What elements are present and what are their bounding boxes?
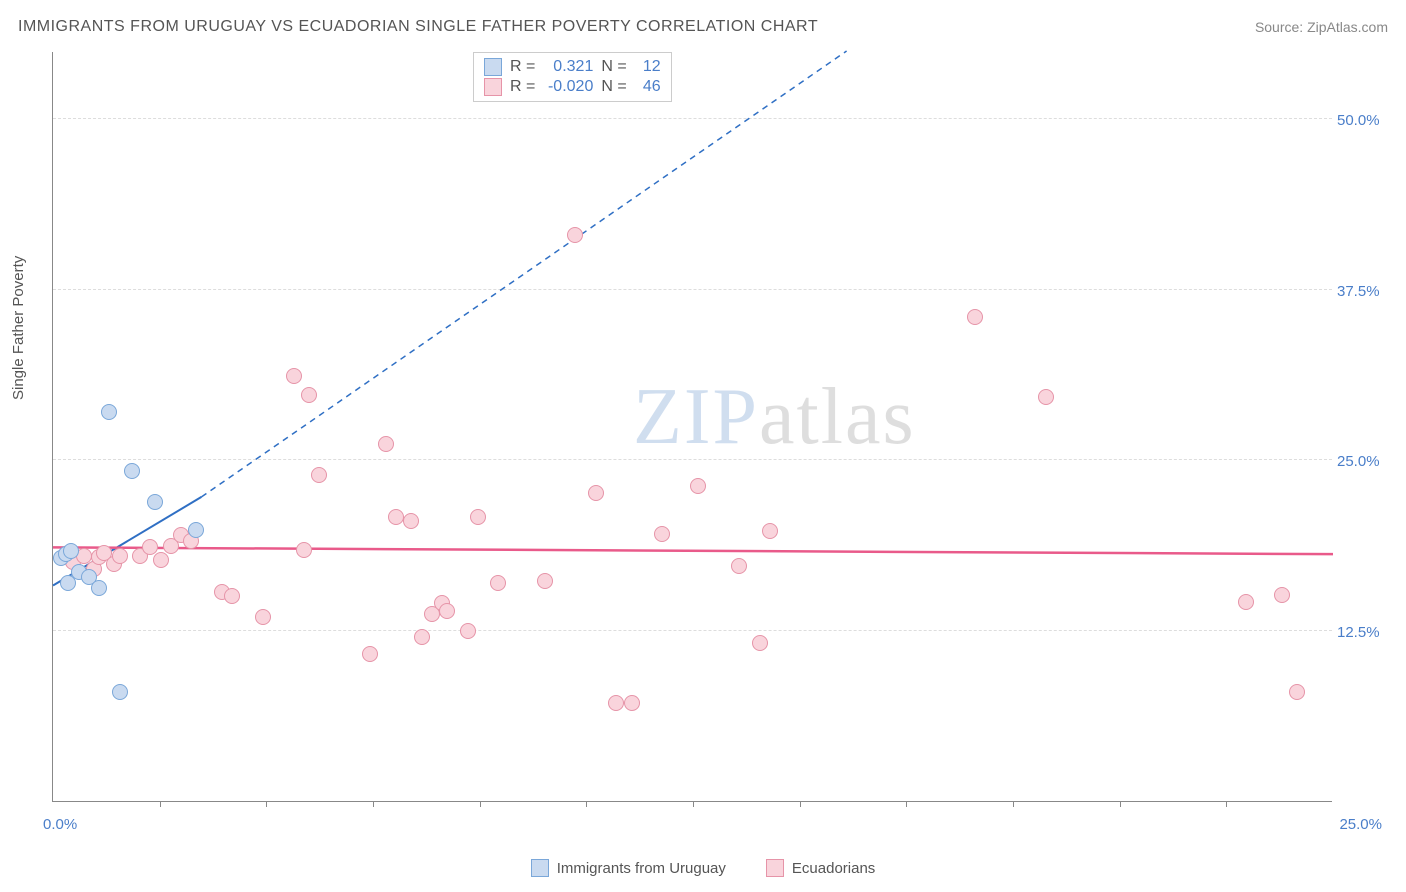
gridline (53, 630, 1332, 631)
scatter-chart: ZIPatlas R =0.321N =12R =-0.020N =46 12.… (52, 52, 1332, 802)
stats-row-uruguay: R = 0.321 N = 12 (484, 57, 661, 77)
gridline (53, 459, 1332, 460)
y-axis-label: Single Father Poverty (10, 256, 27, 400)
data-point-ecuador (752, 635, 768, 651)
data-point-ecuador (296, 542, 312, 558)
data-point-uruguay (63, 543, 79, 559)
n-value: 46 (635, 78, 661, 96)
x-tick-label: 0.0% (43, 816, 77, 833)
data-point-ecuador (731, 558, 747, 574)
x-tick (693, 801, 694, 807)
gridline (53, 289, 1332, 290)
data-point-ecuador (1038, 389, 1054, 405)
n-value: 12 (635, 58, 661, 76)
data-point-uruguay (147, 494, 163, 510)
data-point-uruguay (188, 522, 204, 538)
x-tick (800, 801, 801, 807)
source-label: Source: ZipAtlas.com (1255, 19, 1388, 35)
swatch-ecuador (484, 78, 502, 96)
data-point-ecuador (490, 575, 506, 591)
data-point-ecuador (255, 609, 271, 625)
n-label: N = (601, 58, 626, 76)
x-tick (480, 801, 481, 807)
x-tick (1013, 801, 1014, 807)
bottom-legend: Immigrants from Uruguay Ecuadorians (0, 859, 1406, 877)
data-point-ecuador (112, 548, 128, 564)
legend-item-ecuador: Ecuadorians (766, 859, 875, 877)
r-label: R = (510, 58, 535, 76)
data-point-uruguay (101, 404, 117, 420)
r-value: -0.020 (543, 78, 593, 96)
data-point-ecuador (608, 695, 624, 711)
y-tick-label: 50.0% (1337, 112, 1392, 129)
data-point-ecuador (762, 523, 778, 539)
data-point-ecuador (1289, 684, 1305, 700)
data-point-ecuador (286, 368, 302, 384)
x-tick-label: 25.0% (1339, 816, 1382, 833)
r-label: R = (510, 78, 535, 96)
trend-line-ecuador (53, 547, 1333, 554)
x-tick (906, 801, 907, 807)
data-point-ecuador (153, 552, 169, 568)
x-tick (1120, 801, 1121, 807)
r-value: 0.321 (543, 58, 593, 76)
data-point-ecuador (311, 467, 327, 483)
x-tick (373, 801, 374, 807)
swatch-ecuador (766, 859, 784, 877)
n-label: N = (601, 78, 626, 96)
legend-label: Ecuadorians (792, 860, 875, 877)
data-point-ecuador (460, 623, 476, 639)
y-tick-label: 12.5% (1337, 624, 1392, 641)
data-point-ecuador (378, 436, 394, 452)
swatch-uruguay (531, 859, 549, 877)
chart-header: IMMIGRANTS FROM URUGUAY VS ECUADORIAN SI… (18, 18, 1388, 36)
data-point-ecuador (690, 478, 706, 494)
data-point-ecuador (1274, 587, 1290, 603)
y-tick-label: 25.0% (1337, 453, 1392, 470)
data-point-ecuador (414, 629, 430, 645)
x-tick (160, 801, 161, 807)
data-point-ecuador (624, 695, 640, 711)
legend-item-uruguay: Immigrants from Uruguay (531, 859, 726, 877)
data-point-uruguay (124, 463, 140, 479)
data-point-ecuador (301, 387, 317, 403)
data-point-ecuador (537, 573, 553, 589)
data-point-uruguay (112, 684, 128, 700)
trendlines-layer (53, 51, 1333, 801)
data-point-ecuador (388, 509, 404, 525)
swatch-uruguay (484, 58, 502, 76)
data-point-ecuador (588, 485, 604, 501)
data-point-ecuador (403, 513, 419, 529)
data-point-ecuador (967, 309, 983, 325)
x-tick (586, 801, 587, 807)
gridline (53, 118, 1332, 119)
data-point-ecuador (362, 646, 378, 662)
data-point-ecuador (439, 603, 455, 619)
data-point-ecuador (567, 227, 583, 243)
watermark: ZIPatlas (633, 372, 916, 463)
stats-row-ecuador: R = -0.020 N = 46 (484, 77, 661, 97)
data-point-ecuador (224, 588, 240, 604)
stats-legend-box: R = 0.321 N = 12 R = -0.020 N = 46 (473, 52, 672, 102)
data-point-ecuador (470, 509, 486, 525)
x-tick (1226, 801, 1227, 807)
chart-title: IMMIGRANTS FROM URUGUAY VS ECUADORIAN SI… (18, 18, 818, 36)
data-point-uruguay (91, 580, 107, 596)
data-point-ecuador (654, 526, 670, 542)
x-tick (266, 801, 267, 807)
data-point-ecuador (1238, 594, 1254, 610)
legend-label: Immigrants from Uruguay (557, 860, 726, 877)
y-tick-label: 37.5% (1337, 283, 1392, 300)
